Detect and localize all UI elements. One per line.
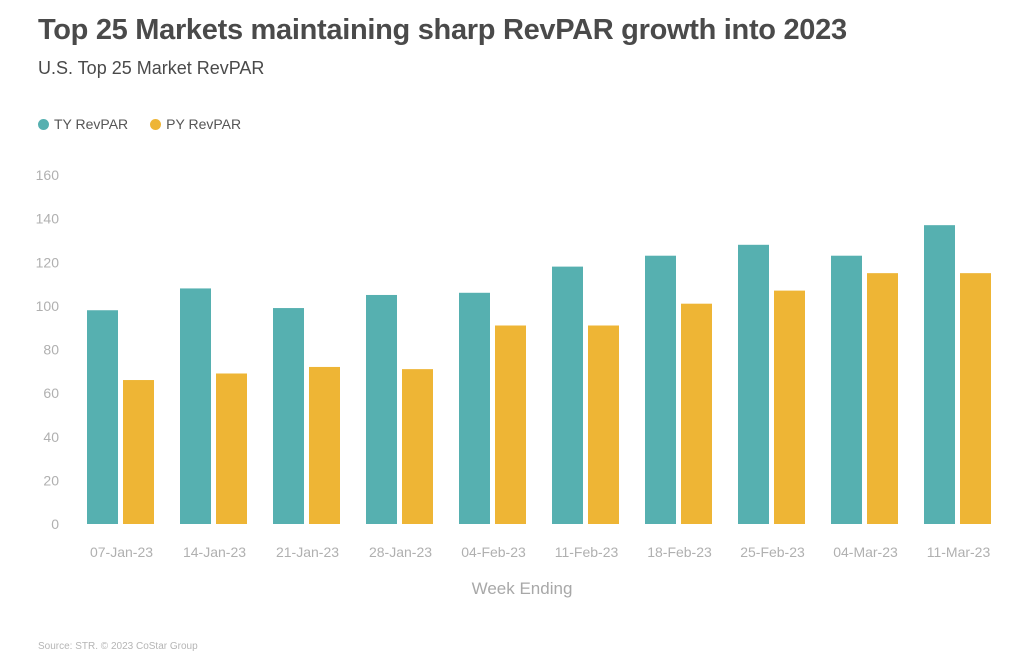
legend-item-py: PY RevPAR: [150, 116, 241, 132]
bar-py-revpar: [216, 373, 247, 524]
chart-title: Top 25 Markets maintaining sharp RevPAR …: [38, 14, 847, 46]
x-tick-label: 04-Feb-23: [461, 544, 526, 560]
bar-ty-revpar: [738, 244, 769, 525]
source-note: Source: STR. © 2023 CoStar Group: [38, 641, 198, 652]
bar-py-revpar: [588, 325, 619, 524]
y-tick-label: 100: [36, 298, 60, 314]
x-tick-label: 28-Jan-23: [369, 544, 432, 560]
x-tick-label: 07-Jan-23: [90, 544, 153, 560]
bar-ty-revpar: [459, 292, 490, 524]
bar-ty-revpar: [924, 225, 955, 524]
bar-ty-revpar: [366, 294, 397, 524]
y-tick-label: 140: [36, 211, 60, 227]
bar-py-revpar: [495, 325, 526, 524]
bar-ty-revpar: [273, 308, 304, 524]
x-tick-label: 14-Jan-23: [183, 544, 246, 560]
x-axis-title: Week Ending: [472, 579, 573, 598]
bar-py-revpar: [402, 369, 433, 524]
chart-subtitle: U.S. Top 25 Market RevPAR: [38, 58, 265, 78]
y-tick-label: 60: [43, 385, 59, 401]
bar-ty-revpar: [180, 288, 211, 524]
legend-item-ty: TY RevPAR: [38, 116, 128, 132]
x-tick-label: 18-Feb-23: [647, 544, 712, 560]
bar-py-revpar: [309, 366, 340, 524]
legend-label-py: PY RevPAR: [166, 116, 242, 132]
bar-py-revpar: [960, 273, 991, 524]
y-tick-label: 20: [43, 472, 59, 488]
legend-swatch-py: [150, 118, 162, 130]
bar-py-revpar: [867, 273, 898, 524]
legend-swatch-ty: [38, 118, 49, 130]
y-tick-label: 0: [51, 516, 59, 532]
bar-ty-revpar: [552, 266, 583, 524]
y-tick-label: 120: [36, 254, 60, 270]
x-tick-label: 11-Mar-23: [927, 544, 991, 560]
x-tick-label: 04-Mar-23: [833, 544, 898, 560]
x-tick-label: 11-Feb-23: [555, 544, 619, 560]
bar-py-revpar: [774, 290, 805, 524]
bar-py-revpar: [123, 380, 154, 524]
bar-ty-revpar: [87, 310, 118, 524]
y-tick-label: 160: [36, 167, 60, 183]
legend-label-ty: TY RevPAR: [54, 116, 129, 132]
x-tick-label: 21-Jan-23: [276, 544, 339, 560]
y-tick-label: 80: [43, 342, 59, 358]
x-tick-label: 25-Feb-23: [740, 544, 805, 560]
legend: TY RevPAR PY RevPAR: [38, 116, 263, 132]
y-tick-label: 40: [43, 429, 59, 445]
bar-ty-revpar: [831, 255, 862, 525]
bar-ty-revpar: [645, 255, 676, 525]
bar-py-revpar: [681, 303, 712, 524]
